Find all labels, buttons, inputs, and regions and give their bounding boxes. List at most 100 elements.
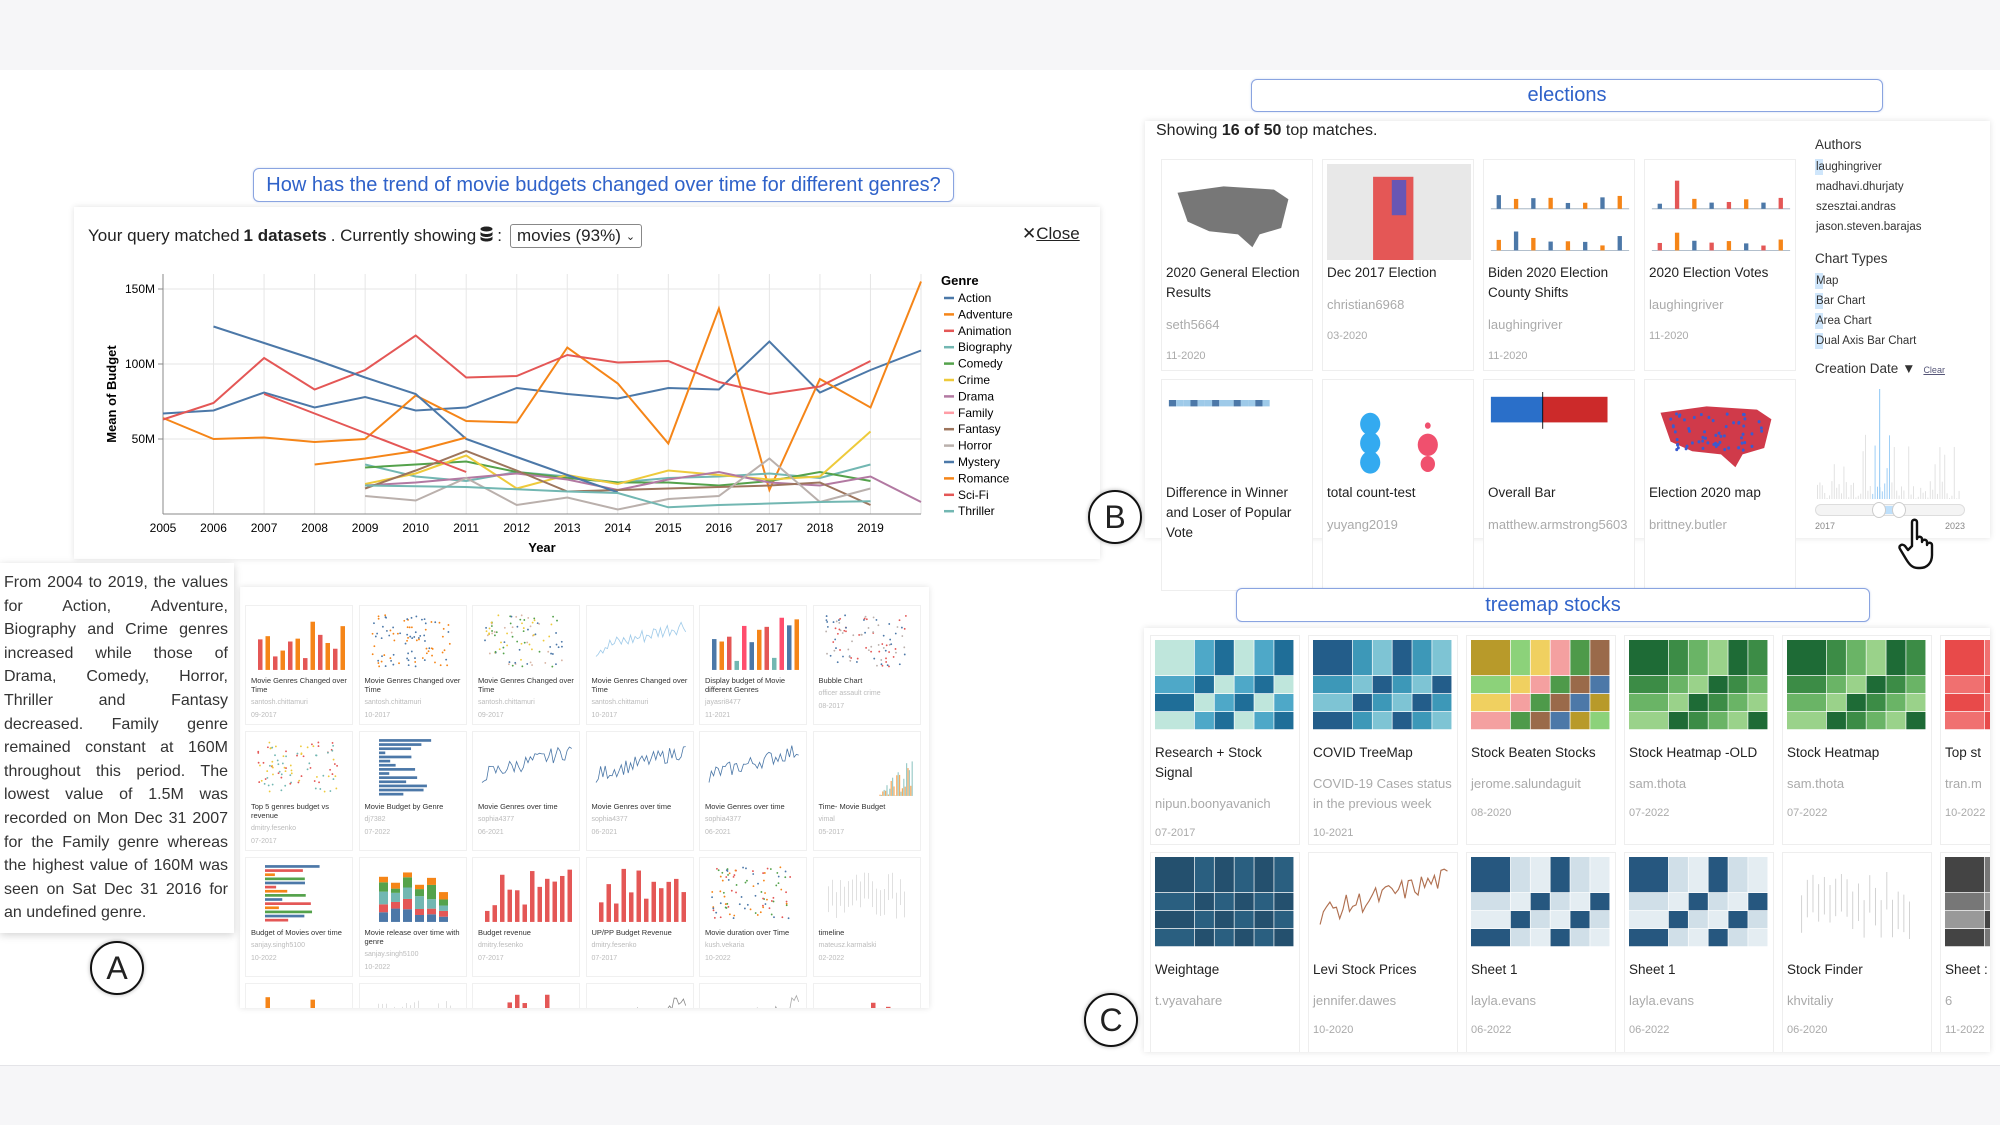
legend-label: Family — [958, 406, 993, 420]
histogram-bar — [1946, 493, 1948, 499]
result-card[interactable]: UP/PP Budget Revenue dmitry.fesenko 07-201… — [585, 857, 694, 977]
result-card[interactable]: 2020 Election Votes laughingriver 11-2020 — [1644, 159, 1796, 371]
card-title: Weightage — [1155, 962, 1220, 977]
filter-option[interactable]: Dual Axis Bar Chart — [1815, 331, 1985, 351]
result-card[interactable]: Movie Genres Changed over Time santosh.ch… — [472, 605, 580, 725]
query-input-a[interactable]: How has the trend of movie budgets chang… — [253, 168, 954, 202]
results-card-c: Research + Stock Signal nipun.boonyavanic… — [1144, 628, 1990, 1052]
result-card[interactable]: Movie Genres over time sophia4377 06-2021 — [699, 731, 807, 851]
chart-thumbnail — [484, 614, 563, 668]
result-card[interactable]: total count-test yuyang2019 — [1322, 379, 1474, 591]
histogram-bar — [1944, 454, 1946, 499]
query-text: How has the trend of movie budgets chang… — [266, 173, 941, 196]
close-label: Close — [1036, 224, 1080, 243]
filter-option[interactable]: jason.steven.barajas — [1815, 217, 1985, 237]
result-card[interactable]: Sheet : 6 11-2022 — [1940, 852, 1990, 1052]
result-card[interactable] — [358, 983, 467, 1008]
clear-date-button[interactable]: Clear — [1923, 365, 1945, 375]
result-card[interactable] — [245, 983, 353, 1008]
x-tick-label: 2012 — [503, 521, 530, 535]
result-card[interactable] — [472, 983, 580, 1008]
card-author: tran.m — [1945, 776, 1982, 791]
card-title: Movie duration over Time — [705, 928, 790, 937]
result-card[interactable]: Election 2020 map brittney.butler — [1644, 379, 1796, 591]
x-tick-label: 2016 — [706, 521, 733, 535]
card-title: Biden 2020 Election County Shifts — [1488, 265, 1609, 300]
result-card[interactable]: Stock Finder khvitaliy 06-2020 — [1782, 852, 1932, 1052]
result-card[interactable]: Weightage t.vyavahare — [1150, 852, 1300, 1052]
result-card[interactable]: Movie release over time with genre sanjay… — [358, 857, 467, 977]
card-text: Movie Genres over time sophia4377 06-2021 — [592, 802, 690, 837]
thumbnail — [477, 610, 577, 677]
result-card[interactable]: Movie Genres Changed over Time santosh.ch… — [245, 605, 353, 725]
card-text: Stock Finder khvitaliy 06-2020 — [1787, 960, 1931, 1037]
result-card[interactable]: COVID TreeMap COVID-19 Cases status in th… — [1308, 635, 1458, 845]
card-author: santosh.chittamuri — [591, 699, 649, 706]
result-card[interactable]: Movie duration over Time kush.vekaria 10-2… — [699, 857, 807, 977]
result-card[interactable]: Levi Stock Prices jennifer.dawes 10-2020 — [1308, 852, 1458, 1052]
result-card[interactable]: Stock Beaten Stocks jerome.salundaguit 08-… — [1466, 635, 1616, 845]
legend-label: Drama — [958, 389, 994, 403]
result-card[interactable]: Biden 2020 Election County Shifts laughin… — [1483, 159, 1635, 371]
result-card[interactable]: Movie Genres over time sophia4377 06-2021 — [585, 731, 694, 851]
thumbnail — [1166, 164, 1310, 265]
filter-option[interactable]: Area Chart — [1815, 311, 1985, 331]
filter-option[interactable]: laughingriver — [1815, 157, 1985, 177]
card-text: Movie Genres over time sophia4377 06-2021 — [705, 802, 803, 837]
card-author: khvitaliy — [1787, 993, 1834, 1008]
card-text: Movie Genres over time sophia4377 06-2021 — [478, 802, 576, 837]
filter-option[interactable]: Map — [1815, 271, 1985, 291]
histogram-bar — [1819, 482, 1821, 499]
creation-date-title: Creation Date ▼ Clear — [1815, 361, 1985, 376]
slider-handle-min[interactable] — [1872, 502, 1886, 518]
legend-label: Romance — [958, 471, 1010, 485]
query-input-b[interactable]: elections — [1251, 79, 1883, 112]
result-card[interactable]: Top st tran.m 10-2022 — [1940, 635, 1990, 845]
date-range-slider[interactable] — [1815, 502, 1965, 518]
query-input-c[interactable]: treemap stocks — [1236, 588, 1870, 622]
result-card[interactable] — [699, 983, 807, 1008]
result-card[interactable]: Display budget of Movie different Genres… — [699, 605, 807, 725]
filter-icon: ▼ — [1902, 361, 1916, 376]
result-card[interactable] — [585, 983, 694, 1008]
histogram-bar — [1913, 486, 1914, 499]
result-card[interactable]: Sheet 1 layla.evans 06-2022 — [1624, 852, 1774, 1052]
card-date: 09-2017 — [251, 712, 277, 719]
result-card[interactable]: Dec 2017 Election christian6968 03-2020 — [1322, 159, 1474, 371]
result-card[interactable]: Time- Movie Budget vimal 05-2017 — [812, 731, 921, 851]
result-card[interactable]: Movie Genres over time sophia4377 06-2021 — [472, 731, 580, 851]
result-card[interactable]: timeline mateusz.karmalski 02-2022 — [812, 857, 921, 977]
result-card[interactable]: Movie Genres Changed over Time santosh.ch… — [358, 605, 467, 725]
filter-option[interactable]: madhavi.dhurjaty — [1815, 177, 1985, 197]
result-card[interactable]: Stock Heatmap sam.thota 07-2022 — [1782, 635, 1932, 845]
dataset-select[interactable]: movies (93%) ⌄ — [509, 224, 643, 248]
query-text: treemap stocks — [1485, 593, 1621, 616]
result-card[interactable]: Budget of Movies over time sanjay.singh51… — [245, 857, 353, 977]
result-card[interactable]: Bubble Chart officer assault crime 08-2017 — [812, 605, 921, 725]
result-card[interactable]: Sheet 1 layla.evans 06-2022 — [1466, 852, 1616, 1052]
chart-thumbnail — [1360, 412, 1438, 474]
result-card[interactable]: Budget revenue dmitry.fesenko 07-2017 — [472, 857, 580, 977]
thumbnail — [704, 736, 804, 803]
filter-option[interactable]: Bar Chart — [1815, 291, 1985, 311]
card-text: Movie release over time with genre sanjay… — [365, 928, 463, 972]
chart-thumbnail — [595, 746, 686, 783]
card-date: 07-2017 — [478, 955, 504, 962]
card-title: 2020 Election Votes — [1649, 265, 1769, 280]
result-card[interactable]: Top 5 genres budget vs revenue dmitry.fes… — [245, 731, 353, 851]
filter-option[interactable]: szesztai.andras — [1815, 197, 1985, 217]
result-card[interactable]: Overall Bar matthew.armstrong5603 — [1483, 379, 1635, 591]
close-button[interactable]: ✕Close — [1022, 224, 1080, 244]
filter-option-label: madhavi.dhurjaty — [1816, 181, 1904, 193]
result-card[interactable]: Stock Heatmap -OLD sam.thota 07-2022 — [1624, 635, 1774, 845]
result-card[interactable]: Movie Genres Changed over Time santosh.ch… — [585, 605, 694, 725]
result-card[interactable]: Movie Budget by Genre dj7382 07-2022 — [358, 731, 467, 851]
slider-handle-max[interactable] — [1892, 502, 1906, 518]
result-card[interactable] — [812, 983, 921, 1008]
result-card[interactable]: Difference in Winner and Loser of Popula… — [1161, 379, 1313, 591]
filter-sidebar: Authors laughingriver madhavi.dhurjaty sze… — [1815, 137, 1985, 531]
result-card[interactable]: Research + Stock Signal nipun.boonyavanic… — [1150, 635, 1300, 845]
card-date: 06-2021 — [478, 829, 504, 836]
card-title: Budget revenue — [478, 928, 531, 937]
result-card[interactable]: 2020 General Election Results seth5664 11-… — [1161, 159, 1313, 371]
